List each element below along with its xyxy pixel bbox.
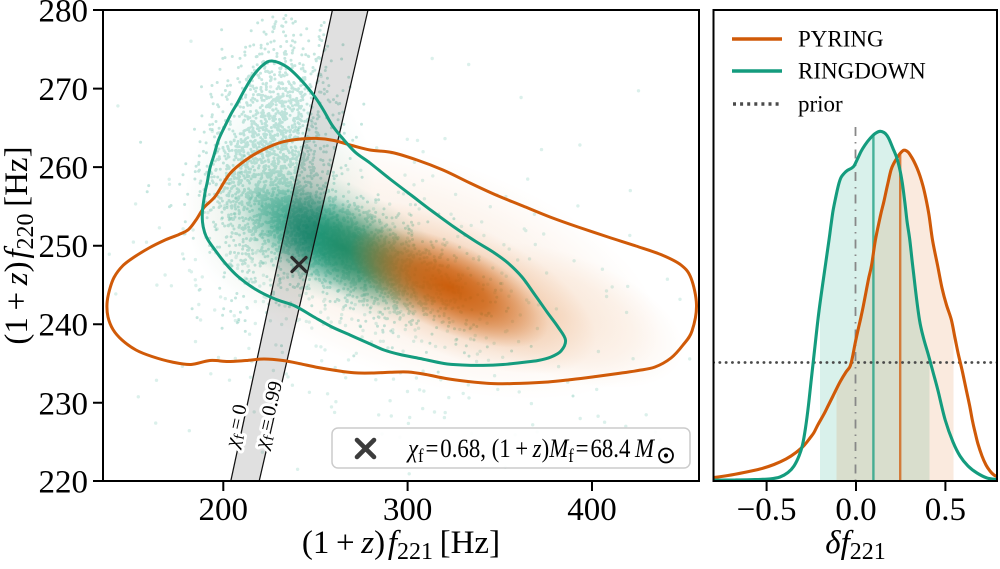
svg-text:240: 240 [39, 308, 89, 344]
svg-text:230: 230 [39, 386, 89, 422]
svg-text:RINGDOWN: RINGDOWN [798, 59, 926, 84]
svg-text:260: 260 [39, 151, 89, 187]
svg-text:250: 250 [39, 229, 89, 265]
svg-text:270: 270 [39, 72, 89, 108]
svg-text:−0.5: −0.5 [737, 492, 797, 528]
svg-text:400: 400 [567, 492, 617, 528]
svg-text:prior: prior [798, 92, 843, 117]
svg-text:200: 200 [199, 492, 249, 528]
svg-text:δf221: δf221 [825, 525, 886, 564]
svg-text:0.5: 0.5 [925, 492, 966, 528]
svg-text:PYRING: PYRING [798, 27, 884, 52]
svg-text:(1 + z) f220 [Hz]: (1 + z) f220 [Hz] [0, 146, 39, 344]
svg-text:280: 280 [39, 0, 89, 30]
svg-text:300: 300 [383, 492, 433, 528]
svg-text:0.0: 0.0 [835, 492, 876, 528]
svg-text:220: 220 [39, 465, 89, 501]
svg-text:(1 + z) f221 [Hz]: (1 + z) f221 [Hz] [302, 525, 500, 564]
svg-text:χf = 0.68, (1 + z)Mf = 68.4 M: χf = 0.68, (1 + z)Mf = 68.4 M [405, 434, 655, 467]
